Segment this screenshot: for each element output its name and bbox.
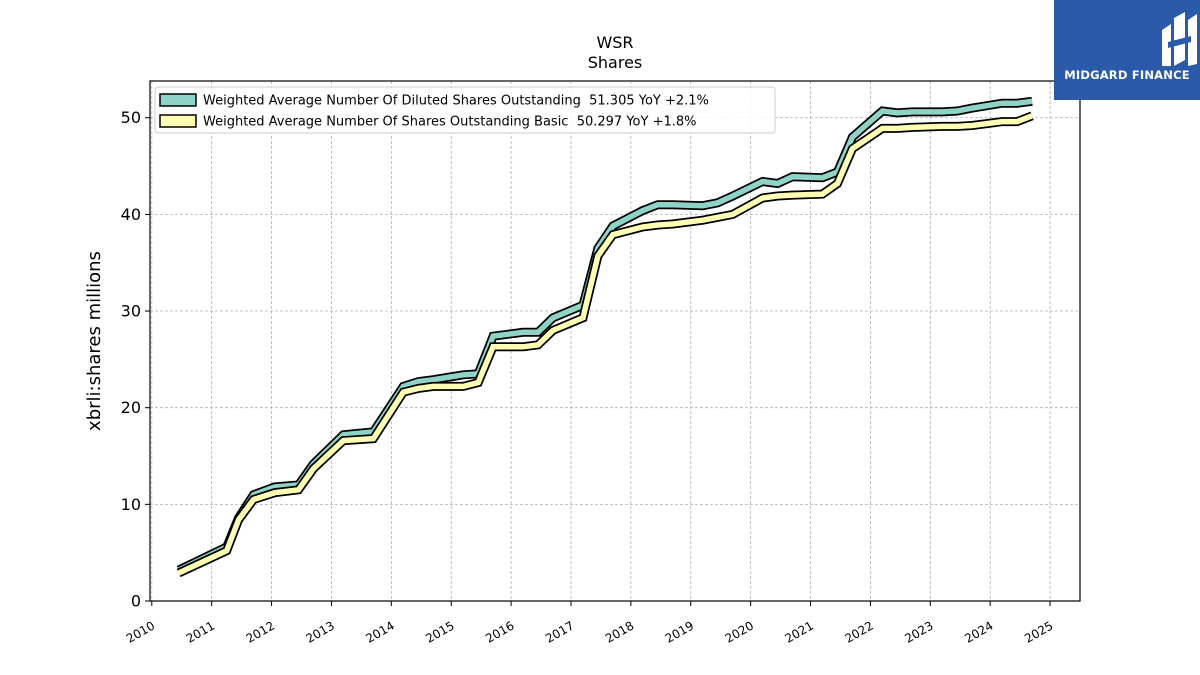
x-tick-label: 2010 — [124, 618, 157, 645]
legend: Weighted Average Number Of Diluted Share… — [154, 86, 776, 134]
x-tick-label: 2017 — [543, 618, 576, 645]
x-tick-label: 2019 — [663, 618, 696, 645]
x-tick-label: 2011 — [184, 618, 217, 645]
x-tick-label: 2012 — [244, 618, 277, 645]
y-tick-label: 10 — [121, 495, 141, 514]
x-tick-label: 2023 — [902, 618, 935, 645]
x-tick-label: 2020 — [723, 618, 756, 645]
x-tick-label: 2024 — [962, 618, 995, 645]
logo-mark-icon — [1162, 12, 1197, 66]
series-0-outline — [176, 96, 1033, 575]
x-tick-label: 2021 — [783, 618, 816, 645]
legend-label-basic: Weighted Average Number Of Shares Outsta… — [203, 115, 697, 130]
x-tick-label: 2013 — [303, 618, 336, 645]
x-tick-label: 2014 — [363, 618, 396, 645]
plot-frame — [149, 80, 1081, 602]
grid-lines — [150, 81, 1080, 602]
legend-swatch-diluted — [159, 93, 197, 107]
y-axis-label: xbrli:shares millions — [84, 251, 105, 431]
series-layer — [176, 96, 1034, 578]
x-tick-label: 2025 — [1022, 618, 1055, 645]
x-tick-label: 2018 — [603, 618, 636, 645]
x-tick-label: 2015 — [423, 618, 456, 645]
series-0-line — [177, 98, 1033, 573]
series-1-line — [177, 113, 1034, 576]
legend-swatch-basic — [159, 114, 197, 128]
legend-box — [154, 86, 776, 134]
y-tick-label: 30 — [121, 302, 141, 321]
x-tick-label: 2022 — [842, 618, 875, 645]
logo-text: MIDGARD FINANCE — [1064, 68, 1190, 82]
midgard-finance-logo: MIDGARD FINANCE — [1054, 0, 1200, 100]
y-tick-label: 50 — [121, 108, 141, 127]
chart-title: WSR — [596, 33, 633, 52]
chart-subtitle: Shares — [588, 53, 643, 72]
axis-ticks: 2010 2011 2012 2013 2014 2015 2016 2017 2018 2019… — [121, 108, 1056, 646]
legend-label-diluted: Weighted Average Number Of Diluted Share… — [203, 94, 709, 109]
y-tick-label: 0 — [131, 592, 141, 611]
x-tick-label: 2016 — [483, 618, 516, 645]
y-tick-label: 40 — [121, 205, 141, 224]
y-tick-label: 20 — [121, 398, 141, 417]
